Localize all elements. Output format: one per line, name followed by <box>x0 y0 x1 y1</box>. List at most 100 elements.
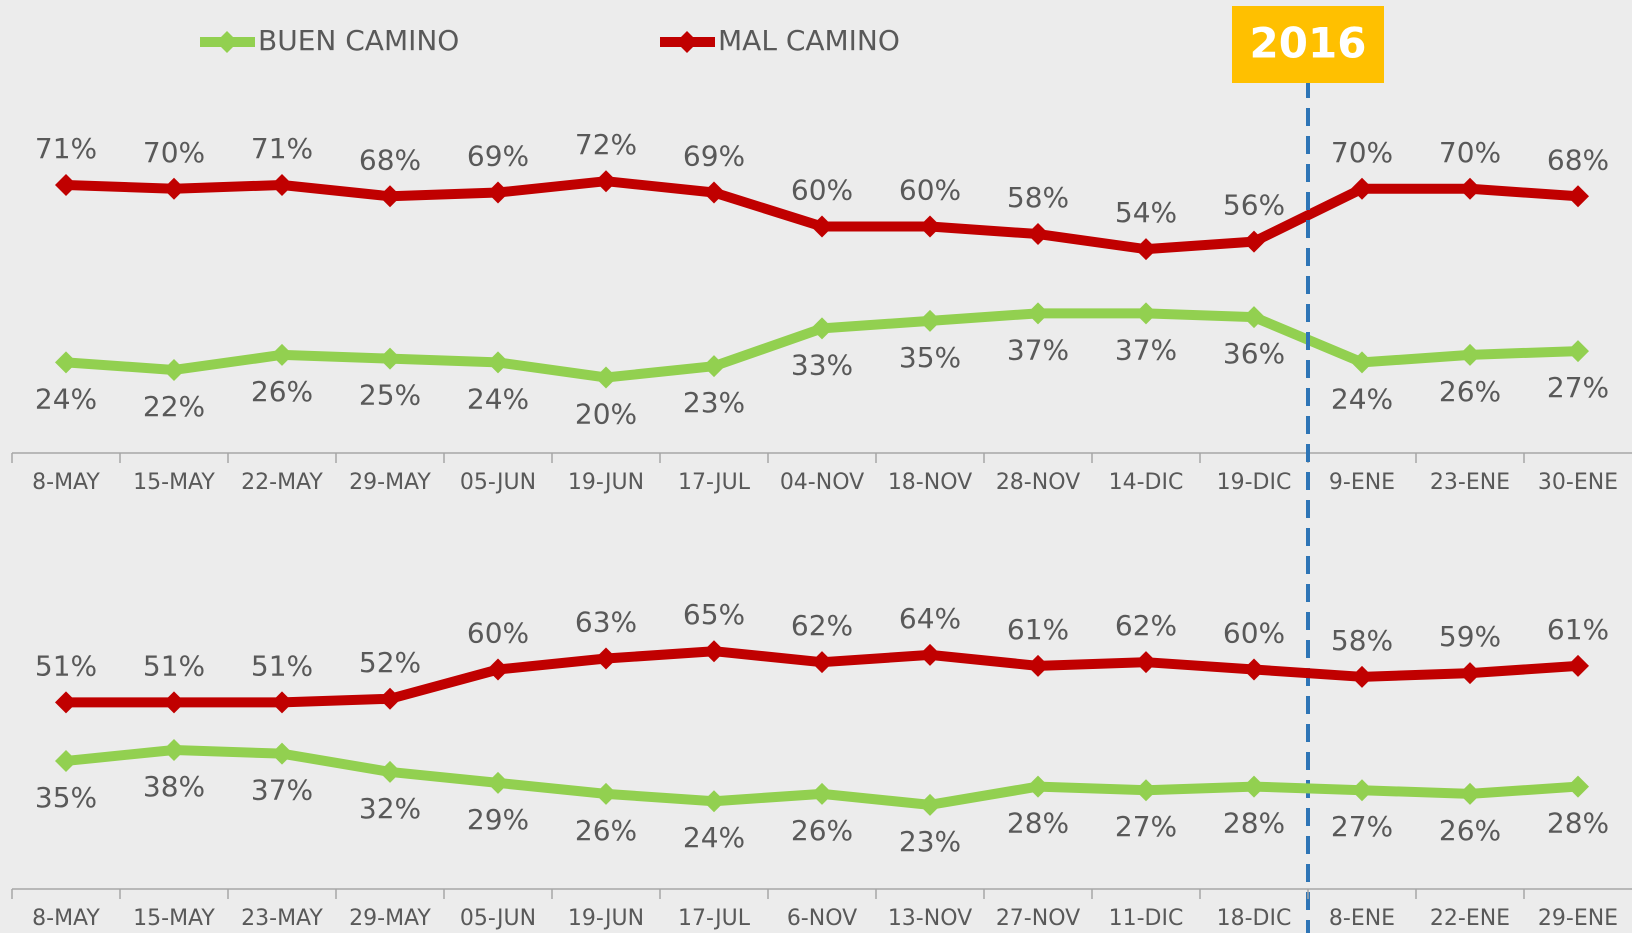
marker <box>379 760 401 783</box>
marker <box>55 691 77 714</box>
marker <box>919 309 941 332</box>
x-tick-label: 8-MAY <box>32 470 100 495</box>
data-label: 23% <box>899 825 961 858</box>
data-label: 59% <box>1439 620 1501 653</box>
data-label: 28% <box>1223 807 1285 840</box>
marker <box>595 366 617 389</box>
marker <box>1243 775 1265 798</box>
data-label: 22% <box>143 390 205 423</box>
marker <box>811 782 833 805</box>
x-tick-label: 05-JUN <box>460 906 536 931</box>
data-label: 38% <box>143 770 205 803</box>
data-label: 70% <box>1331 136 1393 169</box>
data-label: 51% <box>35 649 97 682</box>
x-tick-label: 05-JUN <box>460 470 536 495</box>
legend-label: MAL CAMINO <box>718 24 900 57</box>
data-label: 58% <box>1331 624 1393 657</box>
marker <box>1027 223 1049 246</box>
data-label: 65% <box>683 598 745 631</box>
marker <box>1459 782 1481 805</box>
marker <box>163 691 185 714</box>
marker <box>271 173 293 196</box>
data-label: 23% <box>683 386 745 419</box>
data-label: 27% <box>1331 810 1393 843</box>
data-label: 72% <box>575 128 637 161</box>
data-label: 71% <box>251 132 313 165</box>
marker <box>595 647 617 670</box>
marker <box>1567 185 1589 208</box>
marker <box>703 640 725 663</box>
x-tick-label: 27-NOV <box>996 906 1080 931</box>
marker <box>1135 238 1157 261</box>
data-label: 69% <box>467 140 529 173</box>
data-label: 27% <box>1115 810 1177 843</box>
x-tick-label: 19-DIC <box>1217 470 1292 495</box>
x-tick-label: 04-NOV <box>780 470 864 495</box>
marker <box>55 351 77 374</box>
marker <box>55 749 77 772</box>
marker <box>1351 665 1373 688</box>
x-tick-label: 22-MAY <box>241 470 323 495</box>
x-tick-label: 19-JUN <box>568 906 644 931</box>
data-label: 36% <box>1223 337 1285 370</box>
x-tick-label: 13-NOV <box>888 906 972 931</box>
data-label: 70% <box>143 136 205 169</box>
data-label: 51% <box>251 649 313 682</box>
data-label: 61% <box>1547 613 1609 646</box>
marker <box>1135 302 1157 325</box>
marker <box>487 351 509 374</box>
data-label: 35% <box>899 341 961 374</box>
data-label: 68% <box>359 143 421 176</box>
data-label: 24% <box>35 382 97 415</box>
marker <box>703 355 725 378</box>
data-label: 37% <box>1007 333 1069 366</box>
x-tick-label: 22-ENE <box>1430 906 1510 931</box>
data-label: 60% <box>1223 617 1285 650</box>
marker <box>595 170 617 193</box>
marker <box>1459 343 1481 366</box>
data-label: 25% <box>359 379 421 412</box>
marker <box>811 215 833 238</box>
x-tick-label: 18-DIC <box>1217 906 1292 931</box>
data-label: 26% <box>1439 814 1501 847</box>
marker <box>379 185 401 208</box>
x-tick-label: 6-NOV <box>787 906 857 931</box>
x-tick-label: 29-MAY <box>349 906 431 931</box>
data-label: 24% <box>467 382 529 415</box>
data-label: 56% <box>1223 189 1285 222</box>
marker <box>811 317 833 340</box>
marker <box>487 658 509 681</box>
data-label: 52% <box>359 646 421 679</box>
data-label: 71% <box>35 132 97 165</box>
marker <box>1135 779 1157 802</box>
marker <box>1135 651 1157 674</box>
data-label: 26% <box>251 375 313 408</box>
data-label: 33% <box>791 348 853 381</box>
marker <box>487 181 509 204</box>
marker <box>163 177 185 200</box>
x-tick-label: 11-DIC <box>1109 906 1184 931</box>
data-label: 51% <box>143 649 205 682</box>
data-label: 64% <box>899 602 961 635</box>
data-label: 60% <box>899 174 961 207</box>
data-label: 37% <box>1115 333 1177 366</box>
data-label: 29% <box>467 803 529 836</box>
marker <box>1027 775 1049 798</box>
data-label: 62% <box>791 609 853 642</box>
x-tick-label: 30-ENE <box>1538 470 1618 495</box>
x-tick-label: 19-JUN <box>568 470 644 495</box>
marker <box>1459 662 1481 685</box>
data-label: 37% <box>251 774 313 807</box>
marker <box>1243 306 1265 329</box>
data-label: 24% <box>683 821 745 854</box>
data-label: 26% <box>575 814 637 847</box>
data-label: 26% <box>791 814 853 847</box>
x-tick-label: 23-MAY <box>241 906 323 931</box>
marker <box>271 343 293 366</box>
data-label: 28% <box>1007 807 1069 840</box>
marker <box>1243 230 1265 253</box>
data-label: 35% <box>35 781 97 814</box>
data-label: 62% <box>1115 609 1177 642</box>
data-label: 68% <box>1547 143 1609 176</box>
marker <box>1567 654 1589 677</box>
